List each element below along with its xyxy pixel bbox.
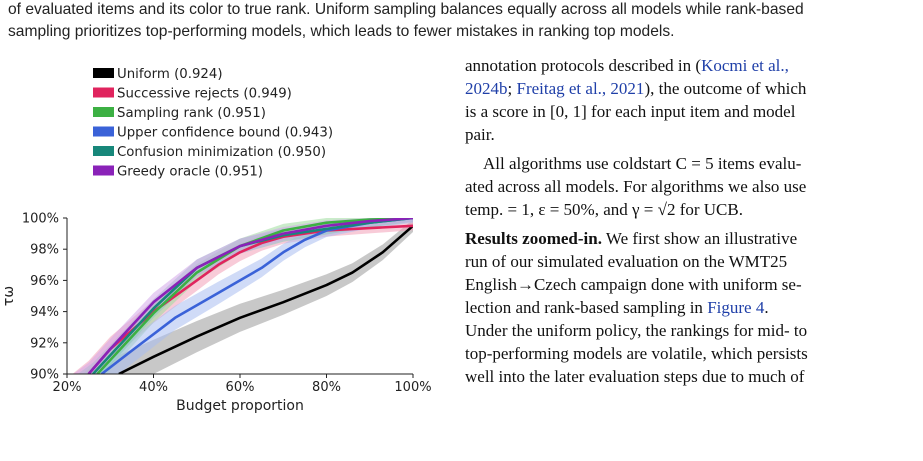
legend-swatch-3 [93, 126, 114, 137]
body-text: We first show an illustrative [601, 229, 798, 248]
body-line: All algorithms use coldstart C = 5 items… [483, 154, 802, 173]
caption-line-1: of evaluated items and its color to true… [8, 1, 804, 18]
legend-swatch-1 [93, 87, 114, 98]
legend-swatch-0 [93, 68, 114, 78]
caption-line-2: sampling prioritizes top-performing mode… [8, 23, 675, 40]
figure-caption: of evaluated items and its color to true… [8, 0, 913, 43]
legend-label-4: Confusion minimization (0.950) [117, 145, 326, 160]
legend-swatch-5 [93, 165, 114, 176]
x-tick-label: 20% [53, 380, 82, 395]
body-text: ), the outcome of which [644, 79, 807, 98]
x-tick-label: 60% [226, 380, 255, 395]
legend-label-5: Greedy oracle (0.951) [117, 165, 263, 180]
legend-swatch-4 [93, 146, 114, 156]
band-3 [84, 218, 413, 374]
legend-label-2: Sampling rank (0.951) [117, 106, 266, 121]
y-tick-label: 96% [30, 274, 59, 289]
x-axis-label: Budget proportion [176, 398, 304, 414]
x-tick-label: 80% [312, 380, 341, 395]
y-tick-label: 90% [30, 368, 59, 383]
x-tick-label: 100% [394, 380, 431, 395]
legend-label-3: Upper confidence bound (0.943) [117, 126, 333, 141]
citation-freitag[interactable]: Freitag et al., 2021 [516, 79, 645, 98]
body-line: is a score in [0, 1] for each input item… [465, 102, 796, 121]
body-text: ; [507, 79, 517, 98]
body-text: lection and rank-based sampling in [465, 298, 708, 317]
legend-label-1: Successive rejects (0.949) [117, 87, 292, 102]
citation-kocmi-year[interactable]: 2024b [465, 79, 508, 98]
body-text: annotation protocols described in ( [465, 56, 702, 75]
band-0 [100, 219, 413, 374]
series-line-5 [87, 218, 413, 374]
body-line: top-performing models are volatile, whic… [465, 344, 808, 363]
y-axis-label: τω [1, 286, 17, 306]
y-tick-label: 100% [22, 212, 59, 227]
y-tick-label: 92% [30, 336, 59, 351]
y-tick-label: 98% [30, 243, 59, 258]
legend-label-0: Uniform (0.924) [117, 67, 223, 82]
tau-budget-chart: 20% 40% 60% 80% 100% 90% 92% 94% 96% 98% 100% Budge… [1, 67, 432, 414]
legend-swatch-2 [93, 107, 114, 117]
body-line: ated across all models. For algorithms w… [465, 177, 807, 196]
body-line: run of our simulated evaluation on the W… [465, 252, 788, 271]
body-line: Under the uniform policy, the rankings f… [465, 321, 808, 340]
body-line: pair. [465, 125, 495, 144]
body-line: temp. = 1, ε = 50%, and γ = √2 for UCB. [465, 200, 743, 219]
figure-reference[interactable]: Figure 4 [707, 298, 765, 317]
body-line: well into the later evaluation steps due… [465, 367, 805, 386]
paragraph-heading: Results zoomed-in. [465, 229, 602, 248]
x-tick-label: 40% [139, 380, 168, 395]
y-tick-label: 94% [30, 305, 59, 320]
body-line: English→Czech campaign done with uniform… [465, 275, 802, 294]
citation-kocmi[interactable]: Kocmi et al., [701, 56, 789, 75]
body-column: annotation protocols described in (Kocmi… [465, 54, 913, 388]
body-text: . [764, 298, 769, 317]
series-line-0 [118, 224, 413, 374]
